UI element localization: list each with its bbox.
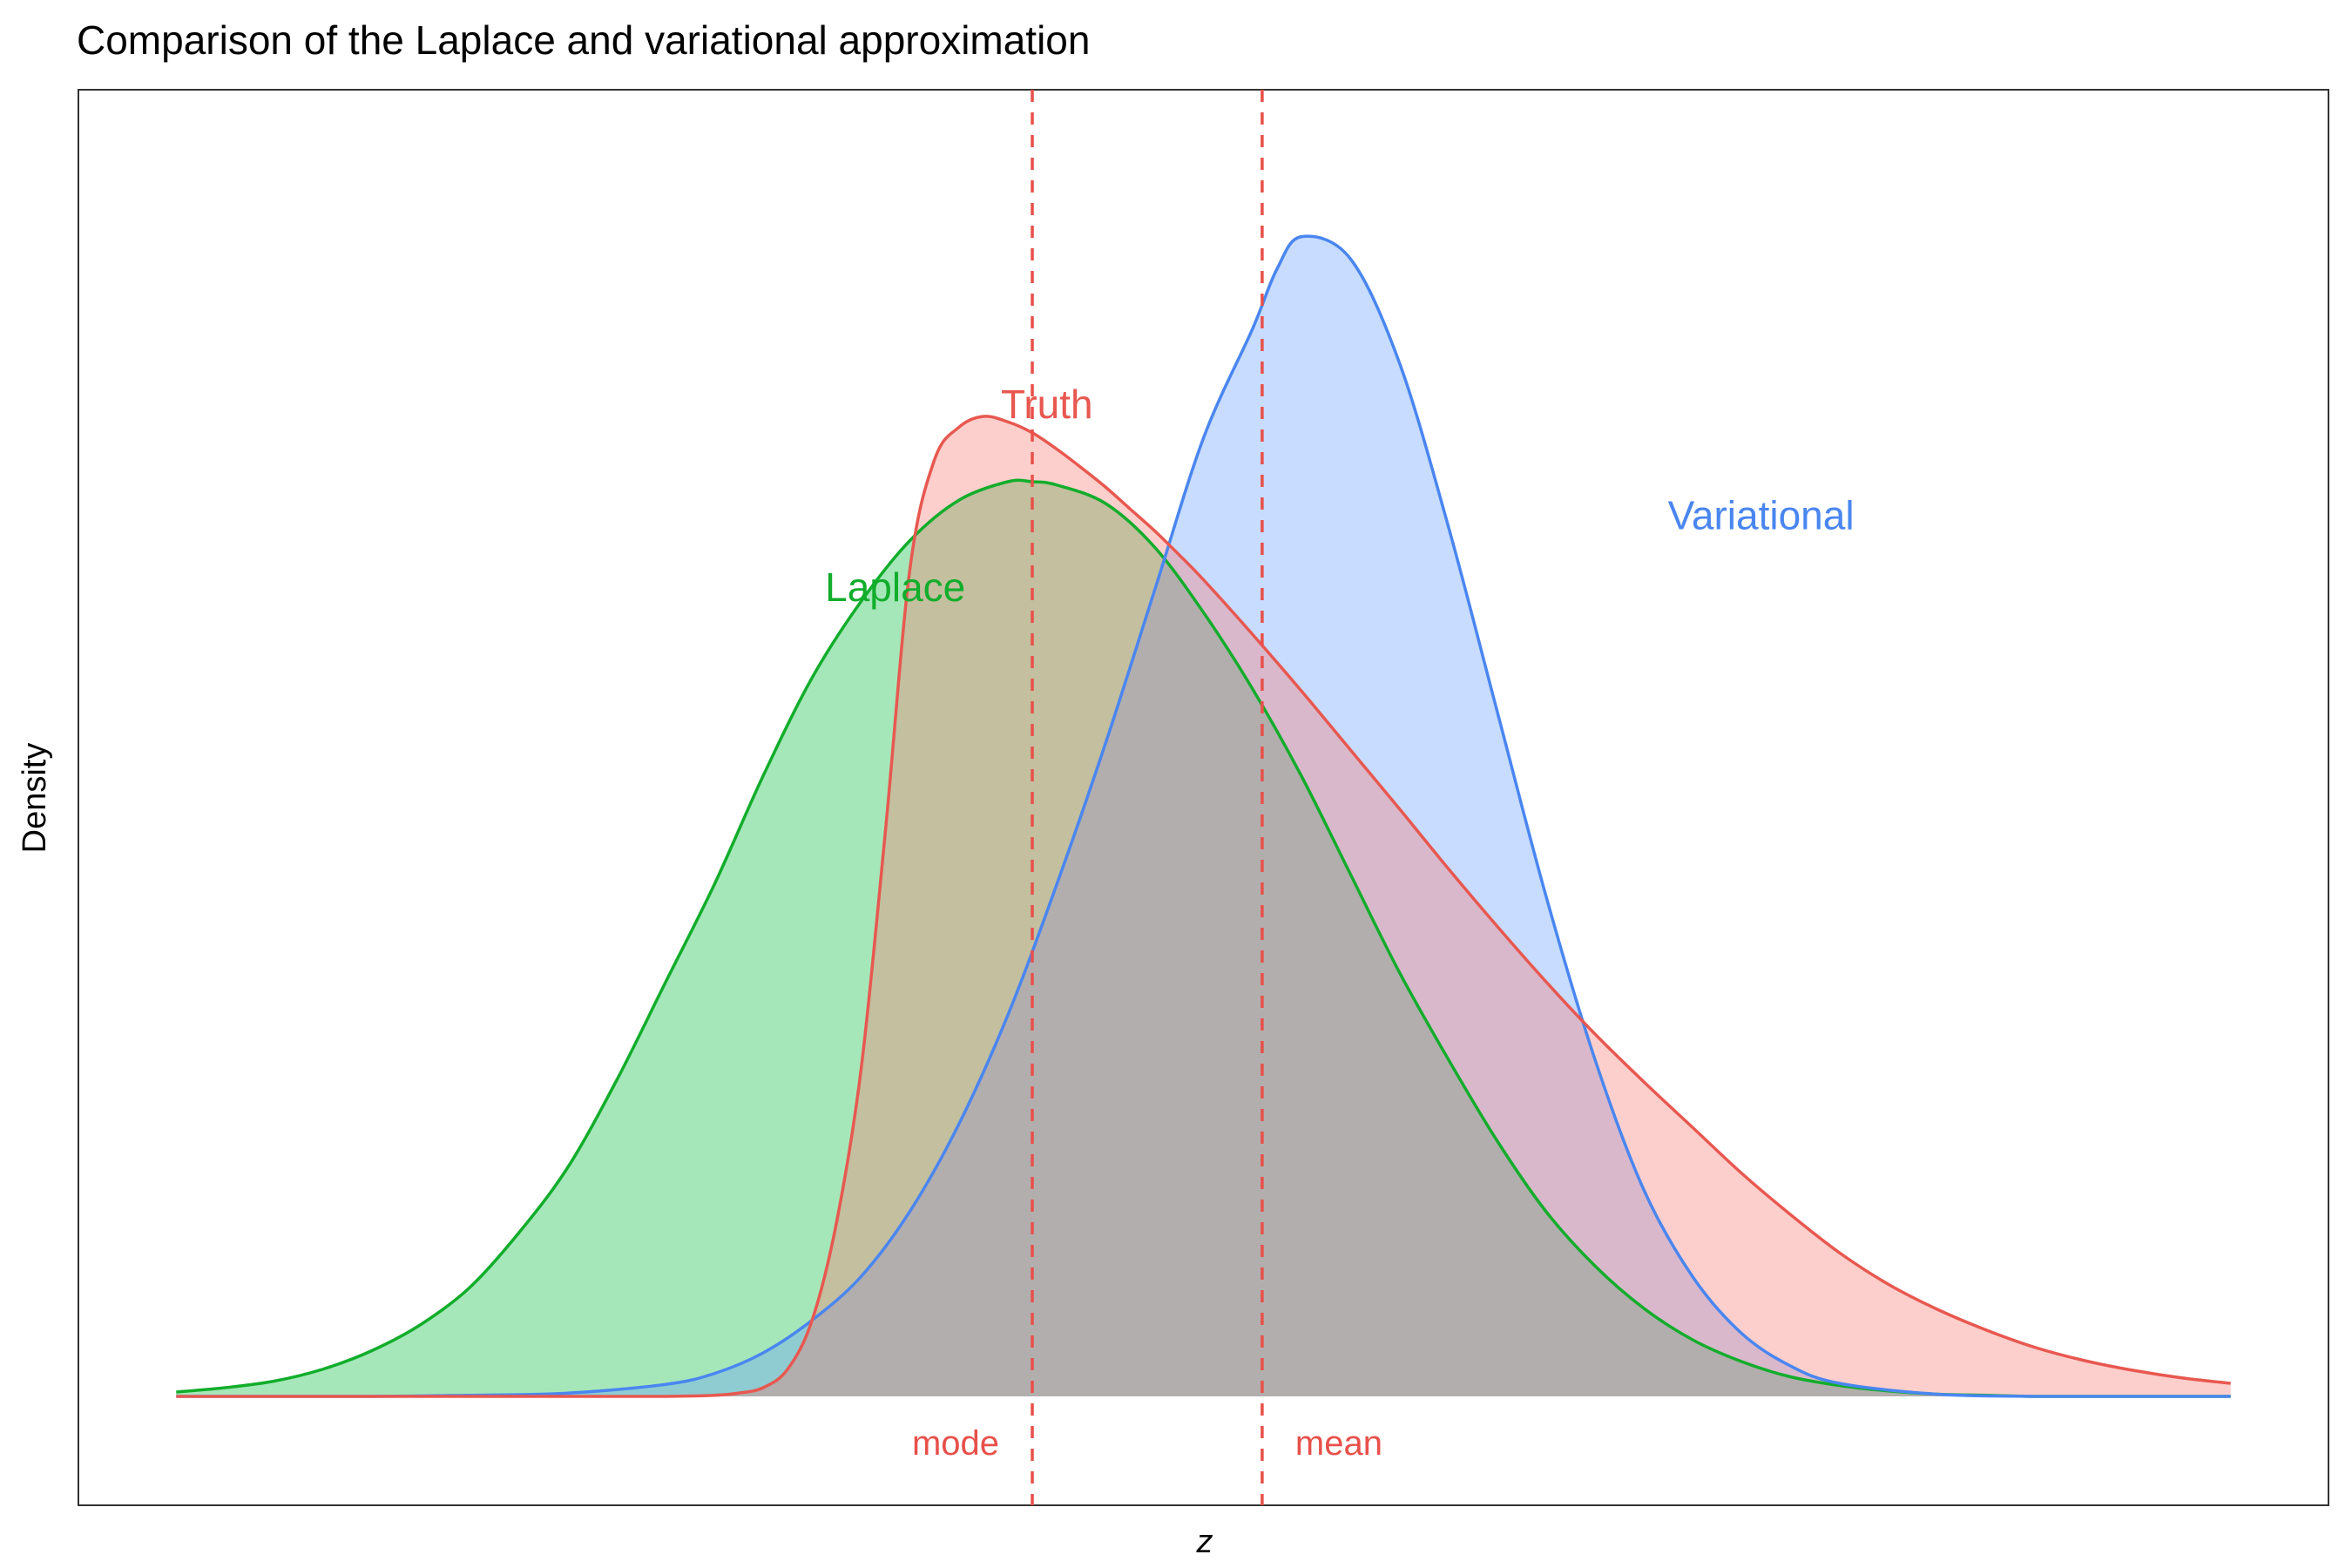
reference-lines: mode mean [912,90,1382,1505]
laplace-label: Laplace [825,564,965,610]
variational-density-area [176,236,2231,1397]
laplace-density-area [176,480,2231,1397]
x-axis-label: z [1196,1524,1213,1560]
variational-label: Variational [1668,493,1855,538]
variational-density-line [176,234,2231,1398]
y-axis-label: Density [17,743,53,854]
series-labels: Truth Laplace Variational [825,382,1854,610]
plot-panel [78,89,2329,1506]
truth-density-line [176,415,2231,1398]
mean-label: mean [1295,1424,1382,1463]
truth-label: Truth [1001,382,1093,427]
mode-label: mode [912,1424,999,1463]
density-lines [176,234,2231,1398]
density-areas [176,236,2231,1397]
laplace-density-line [176,478,2231,1398]
chart-title: Comparison of the Laplace and variationa… [77,17,1090,63]
